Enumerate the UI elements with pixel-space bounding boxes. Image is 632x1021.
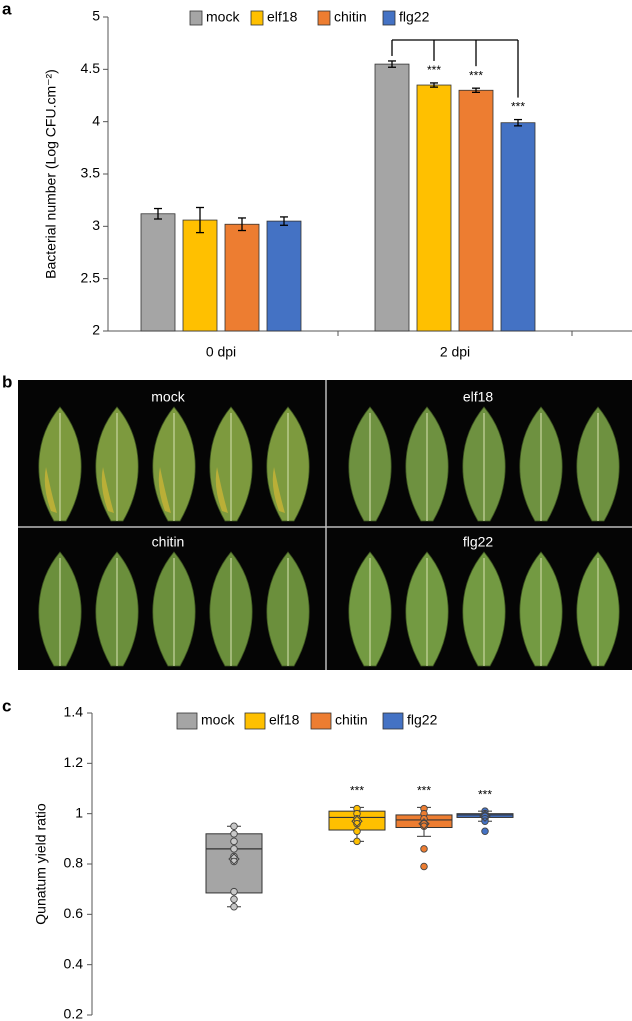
legend-swatch [382, 10, 396, 26]
lesion [101, 467, 114, 513]
significance: *** [478, 787, 492, 801]
lesion [158, 467, 171, 513]
significance: *** [350, 784, 364, 798]
bar [458, 89, 494, 332]
mean-marker [228, 853, 240, 865]
y-tick-label: 4 [92, 112, 100, 128]
leaf-photo: mock elf18 chitin flg22 [18, 380, 632, 670]
x-tick-label: 2 dpi [440, 344, 470, 360]
bar [374, 63, 410, 332]
y-axis-label: Bacterial number (Log CFU.cm⁻²) [43, 69, 59, 279]
mean-marker [418, 818, 430, 830]
legend-label: elf18 [269, 712, 300, 728]
lesion [272, 467, 285, 513]
y-tick-label: 2.5 [81, 269, 101, 285]
bar [140, 213, 176, 332]
significance: *** [417, 784, 431, 798]
x-tick-label: 0 dpi [206, 344, 236, 360]
significance: *** [427, 63, 441, 77]
photo-label: elf18 [463, 389, 494, 405]
photo-label: flg22 [463, 534, 494, 550]
data-point [353, 837, 361, 846]
photo-label: mock [151, 389, 185, 405]
legend-swatch [382, 712, 404, 730]
legend-swatch [176, 712, 198, 730]
legend-label: chitin [335, 712, 368, 728]
data-point [353, 819, 361, 828]
y-tick-label: 3.5 [81, 165, 101, 181]
bar [224, 223, 260, 332]
legend-swatch [317, 10, 331, 26]
significance: *** [469, 68, 483, 82]
bar [182, 219, 218, 332]
data-point [230, 830, 238, 838]
data-point [481, 827, 489, 836]
lesion [44, 467, 57, 513]
significance: *** [511, 100, 525, 114]
y-axis-label: Qunatum yield ratio [33, 803, 49, 925]
legend-label: flg22 [399, 9, 430, 25]
panel-label: a [2, 0, 12, 18]
bar [266, 220, 302, 332]
panel-label: c [2, 696, 11, 715]
y-tick-label: 1.2 [64, 754, 84, 770]
legend-label: mock [201, 712, 235, 728]
data-point [230, 895, 238, 903]
y-tick-label: 0.8 [64, 855, 84, 871]
y-tick-label: 0.2 [64, 1006, 84, 1021]
y-tick-label: 0.6 [64, 905, 84, 921]
data-point [230, 845, 238, 853]
legend-swatch [250, 10, 264, 26]
mean-marker [479, 810, 491, 822]
legend-label: mock [206, 9, 240, 25]
photo-label: chitin [152, 534, 185, 550]
y-tick-label: 1.4 [64, 704, 84, 720]
lesion [215, 467, 228, 513]
data-point [230, 837, 238, 846]
y-tick-label: 5 [92, 8, 100, 24]
data-point [420, 862, 428, 871]
data-point [420, 822, 428, 831]
data-point [230, 857, 238, 866]
data-point [353, 827, 361, 836]
bar [416, 84, 452, 332]
legend-swatch [189, 10, 203, 26]
panel-label: b [2, 372, 12, 391]
legend-label: elf18 [267, 9, 298, 25]
data-point [230, 822, 238, 831]
data-point [420, 845, 428, 853]
legend-label: flg22 [407, 712, 438, 728]
legend-swatch [244, 712, 266, 730]
y-tick-label: 3 [92, 217, 100, 233]
y-tick-label: 1 [75, 804, 83, 820]
data-point [230, 887, 238, 896]
y-tick-label: 4.5 [81, 60, 101, 76]
y-tick-label: 0.4 [64, 955, 84, 971]
data-point [230, 903, 238, 911]
legend-label: chitin [334, 9, 367, 25]
legend-swatch [310, 712, 332, 730]
y-tick-label: 2 [92, 322, 100, 338]
bar [500, 122, 536, 332]
mean-marker [351, 815, 363, 827]
